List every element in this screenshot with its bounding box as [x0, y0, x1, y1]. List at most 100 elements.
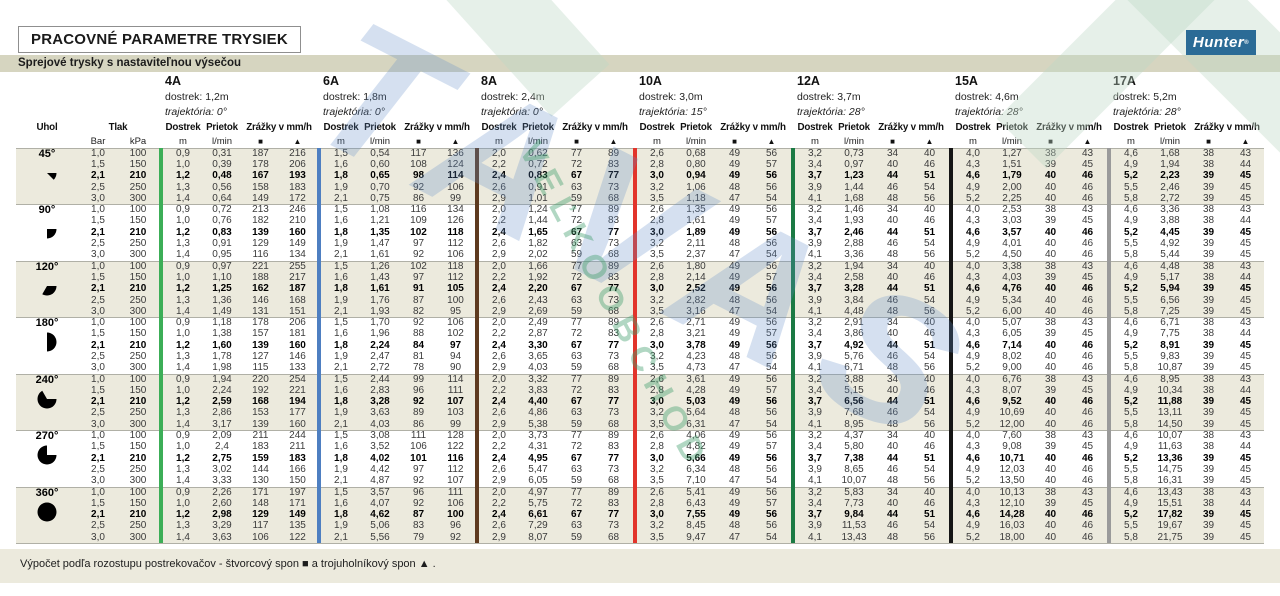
prietok-value: 3,28	[844, 283, 864, 295]
zrazky-square-value: 183	[252, 441, 269, 453]
zrazky-triangle-value: 46	[1081, 181, 1094, 193]
zrazky-triangle-value: 45	[1239, 418, 1252, 430]
zrazky-triangle-value: 89	[607, 373, 620, 385]
zrazky-triangle-value: 107	[447, 475, 464, 487]
dostrek-value: 0,9	[176, 373, 190, 385]
zrazky-triangle-value: 40	[923, 260, 936, 272]
pressure-kpa-value: 300	[129, 475, 147, 487]
dostrek-value: 3,2	[650, 350, 664, 362]
zrazky-square-value: 40	[1044, 238, 1057, 250]
nozzle-group-title: 4A	[165, 73, 181, 88]
zrazky-square-value: 40	[1044, 463, 1057, 475]
dostrek-value: 3,4	[808, 441, 822, 453]
pressure-kpa-value: 100	[129, 373, 147, 385]
zrazky-triangle-value: 96	[449, 520, 462, 532]
zrazky-square-value: 63	[570, 520, 583, 532]
zrazky-triangle-value: 45	[1081, 271, 1094, 283]
zrazky-triangle-value: 45	[1239, 283, 1252, 295]
zrazky-triangle-value: 57	[765, 158, 778, 170]
zrazky-triangle-value: 54	[765, 531, 778, 543]
zrazky-square-value: 67	[570, 396, 583, 408]
dostrek-value: 1,2	[176, 283, 190, 295]
nozzle-dostrek-spec: dostrek: 1,8m	[323, 91, 387, 104]
zrazky-triangle-value: 46	[1081, 452, 1094, 464]
pressure-kpa-value: 150	[129, 158, 147, 170]
dostrek-value: 3,0	[650, 396, 664, 408]
dostrek-value: 1,9	[334, 463, 348, 475]
zrazky-square-value: 39	[1202, 350, 1215, 362]
zrazky-square-value: 38	[1202, 215, 1215, 227]
dostrek-value: 0,9	[176, 486, 190, 498]
dostrek-value: 5,8	[1124, 418, 1138, 430]
dostrek-value: 1,0	[176, 441, 190, 453]
dostrek-value: 4,3	[966, 328, 980, 340]
zrazky-square-value: 111	[410, 430, 427, 442]
dostrek-value: 2,2	[492, 215, 506, 227]
zrazky-square-value: 72	[570, 441, 583, 453]
prietok-value: 2,52	[686, 283, 706, 295]
zrazky-triangle-value: 44	[1239, 271, 1252, 283]
pressure-kpa-value: 150	[129, 215, 147, 227]
zrazky-square-value: 40	[886, 384, 899, 396]
prietok-value: 5,41	[686, 486, 706, 498]
dostrek-value: 2,4	[492, 170, 506, 182]
zrazky-triangle-value: 89	[607, 260, 620, 272]
zrazky-triangle-value: 44	[1239, 497, 1252, 509]
dostrek-value: 3,2	[808, 317, 822, 329]
zrazky-square-value: 38	[1202, 271, 1215, 283]
angle-cell: 45°	[16, 148, 78, 204]
registered-mark: ®	[1244, 39, 1250, 46]
square-spacing-icon: ■	[732, 136, 737, 146]
zrazky-square-value: 40	[886, 271, 899, 283]
prietok-value: 5,06	[370, 520, 390, 532]
dostrek-value: 4,6	[1124, 373, 1138, 385]
prietok-value: 4,48	[844, 305, 864, 317]
prietok-value: 8,95	[1160, 373, 1180, 385]
pressure-kpa-value: 300	[129, 192, 147, 204]
zrazky-square-value: 171	[252, 486, 269, 498]
zrazky-triangle-value: 149	[289, 238, 306, 250]
zrazky-square-value: 38	[1202, 497, 1215, 509]
zrazky-triangle-value: 40	[923, 204, 936, 216]
zrazky-triangle-value: 43	[1081, 317, 1094, 329]
dostrek-value: 1,0	[176, 215, 190, 227]
zrazky-square-value: 99	[412, 373, 425, 385]
zrazky-square-value: 44	[886, 396, 899, 408]
dostrek-value: 5,2	[1124, 226, 1138, 238]
prietok-value: 4,01	[1002, 238, 1022, 250]
subtitle-text: Sprejové trysky s nastaviteľnou výsečou	[18, 57, 242, 69]
zrazky-triangle-value: 122	[447, 441, 464, 453]
zrazky-triangle-value: 45	[1239, 520, 1252, 532]
dostrek-value: 2,4	[492, 509, 506, 521]
prietok-value: 2,69	[528, 305, 548, 317]
zrazky-triangle-value: 45	[1239, 350, 1252, 362]
dostrek-value: 1,9	[334, 238, 348, 250]
prietok-value: 11,63	[1157, 441, 1183, 453]
zrazky-square-value: 49	[728, 260, 741, 272]
dostrek-value: 3,7	[808, 283, 822, 295]
zrazky-square-value: 92	[412, 475, 425, 487]
zrazky-triangle-value: 54	[923, 181, 936, 193]
zrazky-triangle-value: 43	[1081, 486, 1094, 498]
pressure-kpa-value: 100	[129, 260, 147, 272]
prietok-value: 5,80	[844, 441, 864, 453]
zrazky-square-value: 34	[886, 317, 899, 329]
dostrek-column-header: Dostrek	[639, 121, 675, 133]
prietok-value: 3,61	[686, 373, 706, 385]
pressure-kpa-value: 100	[129, 317, 147, 329]
zrazky-square-value: 40	[1044, 509, 1057, 521]
dostrek-value: 2,6	[650, 204, 664, 216]
pressure-bar-value: 2,5	[91, 463, 105, 475]
prietok-value: 4,95	[528, 452, 548, 464]
zrazky-square-value: 38	[1202, 384, 1215, 396]
zrazky-square-value: 77	[570, 260, 583, 272]
zrazky-triangle-value: 116	[447, 452, 464, 464]
zrazky-square-value: 34	[886, 147, 899, 159]
zrazky-square-value: 48	[728, 350, 741, 362]
zrazky-square-value: 77	[570, 147, 583, 159]
prietok-value: 0,72	[528, 158, 548, 170]
zrazky-column-header: Zrážky v mm/h	[1036, 121, 1102, 133]
prietok-value: 3,08	[370, 430, 390, 442]
zrazky-triangle-value: 89	[607, 204, 620, 216]
prietok-value: 4,62	[370, 509, 390, 521]
